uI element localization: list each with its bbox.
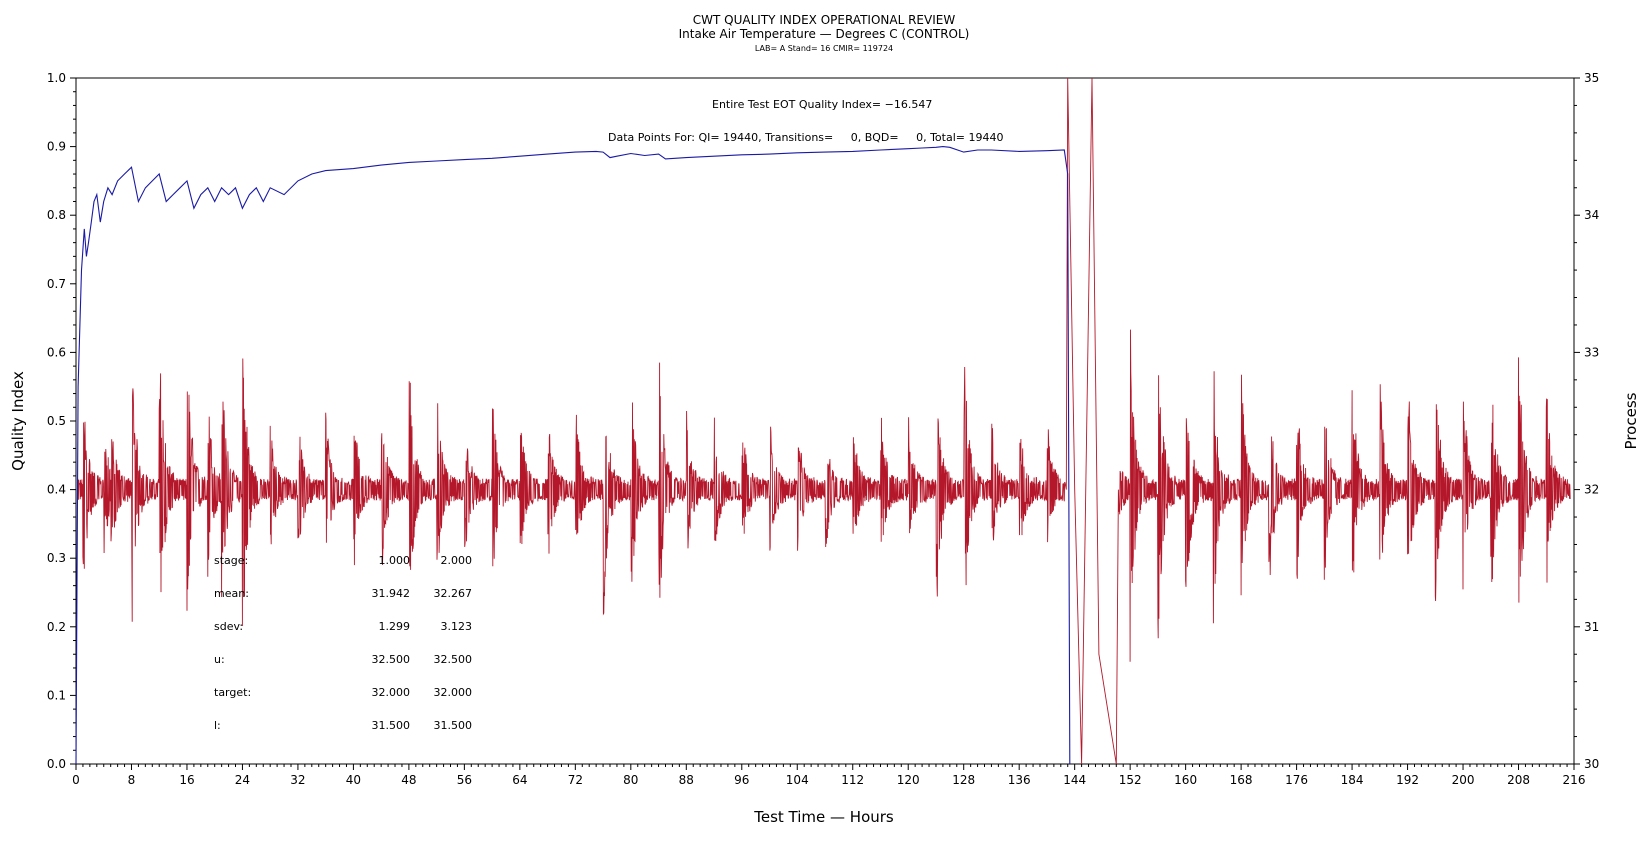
- y2-tick-label: 32: [1584, 483, 1599, 497]
- x-tick-label: 152: [1119, 773, 1142, 787]
- stats-label: mean:: [214, 587, 249, 600]
- stats-label: sdev:: [214, 620, 243, 633]
- x-tick-label: 216: [1563, 773, 1586, 787]
- y2-axis-ticks: 30 31 32 33 34 35: [1574, 71, 1599, 771]
- y-tick-label: 0.2: [47, 620, 66, 634]
- x-tick-label: 32: [290, 773, 305, 787]
- stats-stage2-value: 32.267: [434, 587, 473, 600]
- x-tick-label: 80: [623, 773, 638, 787]
- y-tick-label: 0.6: [47, 345, 66, 359]
- stats-stage1-value: 1.000: [379, 554, 411, 567]
- stats-stage2-value: 32.500: [434, 653, 473, 666]
- y2-tick-label: 33: [1584, 345, 1599, 359]
- x-tick-label: 144: [1063, 773, 1086, 787]
- y-tick-label: 0.5: [47, 414, 66, 428]
- stats-label: stage:: [214, 554, 248, 567]
- stats-label: target:: [214, 686, 251, 699]
- process-series: [76, 77, 1571, 765]
- x-tick-label: 88: [679, 773, 694, 787]
- x-axis-ticks: 0 8 16 24 32 40 48 56 64 72 80 88 96 104 112 120 128 136 1…: [72, 764, 1585, 787]
- eot-quality-index-annotation: Entire Test EOT Quality Index= −16.547: [712, 98, 932, 111]
- y2-tick-label: 31: [1584, 620, 1599, 634]
- stats-stage1-value: 32.000: [372, 686, 411, 699]
- x-tick-label: 104: [786, 773, 809, 787]
- y-tick-label: 0.7: [47, 277, 66, 291]
- y-axis-ticks: 0.0 0.1 0.2 0.3 0.4 0.5 0.6 0.7 0.8 0.9 1.0: [47, 71, 76, 771]
- x-axis-label: Test Time — Hours: [753, 808, 894, 826]
- x-tick-label: 16: [179, 773, 194, 787]
- x-tick-label: 56: [457, 773, 472, 787]
- data-points-annotation: Data Points For: QI= 19440, Transitions=…: [608, 131, 1003, 144]
- x-tick-label: 72: [568, 773, 583, 787]
- x-tick-label: 208: [1507, 773, 1530, 787]
- x-tick-label: 168: [1230, 773, 1253, 787]
- stats-stage1-value: 1.299: [379, 620, 411, 633]
- x-tick-label: 184: [1341, 773, 1364, 787]
- y-tick-label: 0.4: [47, 483, 66, 497]
- y2-axis-label: Process: [1622, 392, 1640, 449]
- x-tick-label: 160: [1174, 773, 1197, 787]
- stats-stage1-value: 31.942: [372, 587, 411, 600]
- y2-tick-label: 30: [1584, 757, 1599, 771]
- process-line: [76, 77, 1571, 765]
- stats-stage2-value: 32.000: [434, 686, 473, 699]
- stats-stage2-value: 2.000: [441, 554, 473, 567]
- x-tick-label: 176: [1285, 773, 1308, 787]
- y-tick-label: 0.8: [47, 208, 66, 222]
- x-tick-label: 40: [346, 773, 361, 787]
- stats-stage2-value: 3.123: [441, 620, 473, 633]
- x-tick-label: 120: [897, 773, 920, 787]
- x-tick-label: 136: [1008, 773, 1031, 787]
- x-tick-label: 48: [401, 773, 416, 787]
- chart-subtitle: Intake Air Temperature — Degrees C (CONT…: [679, 27, 970, 41]
- x-tick-label: 192: [1396, 773, 1419, 787]
- quality-index-series: [75, 146, 1071, 765]
- y-tick-label: 0.1: [47, 688, 66, 702]
- stats-table: stage: 1.000 2.000 mean: 31.942 32.267 sdev: 1.…: [214, 554, 472, 732]
- x-tick-label: 96: [734, 773, 749, 787]
- y-axis-label: Quality Index: [9, 371, 27, 471]
- plot-frame: [75, 77, 1575, 765]
- y2-tick-label: 34: [1584, 208, 1599, 222]
- y-tick-label: 1.0: [47, 71, 66, 85]
- stats-stage1-value: 32.500: [372, 653, 411, 666]
- y-tick-label: 0.9: [47, 140, 66, 154]
- x-tick-label: 8: [128, 773, 136, 787]
- stats-label: l:: [214, 719, 221, 732]
- y2-tick-label: 35: [1584, 71, 1599, 85]
- x-tick-label: 0: [72, 773, 80, 787]
- y-tick-label: 0.0: [47, 757, 66, 771]
- x-tick-label: 24: [235, 773, 250, 787]
- stats-stage1-value: 31.500: [372, 719, 411, 732]
- stats-stage2-value: 31.500: [434, 719, 473, 732]
- y-tick-label: 0.3: [47, 551, 66, 565]
- quality-index-line: [75, 146, 1071, 765]
- stats-label: u:: [214, 653, 225, 666]
- chart-subtitle-lab: LAB= A Stand= 16 CMIR= 119724: [755, 44, 893, 53]
- x-tick-label: 64: [512, 773, 527, 787]
- chart-title: CWT QUALITY INDEX OPERATIONAL REVIEW: [693, 13, 956, 27]
- x-tick-label: 128: [952, 773, 975, 787]
- x-tick-label: 112: [841, 773, 864, 787]
- x-tick-label: 200: [1452, 773, 1475, 787]
